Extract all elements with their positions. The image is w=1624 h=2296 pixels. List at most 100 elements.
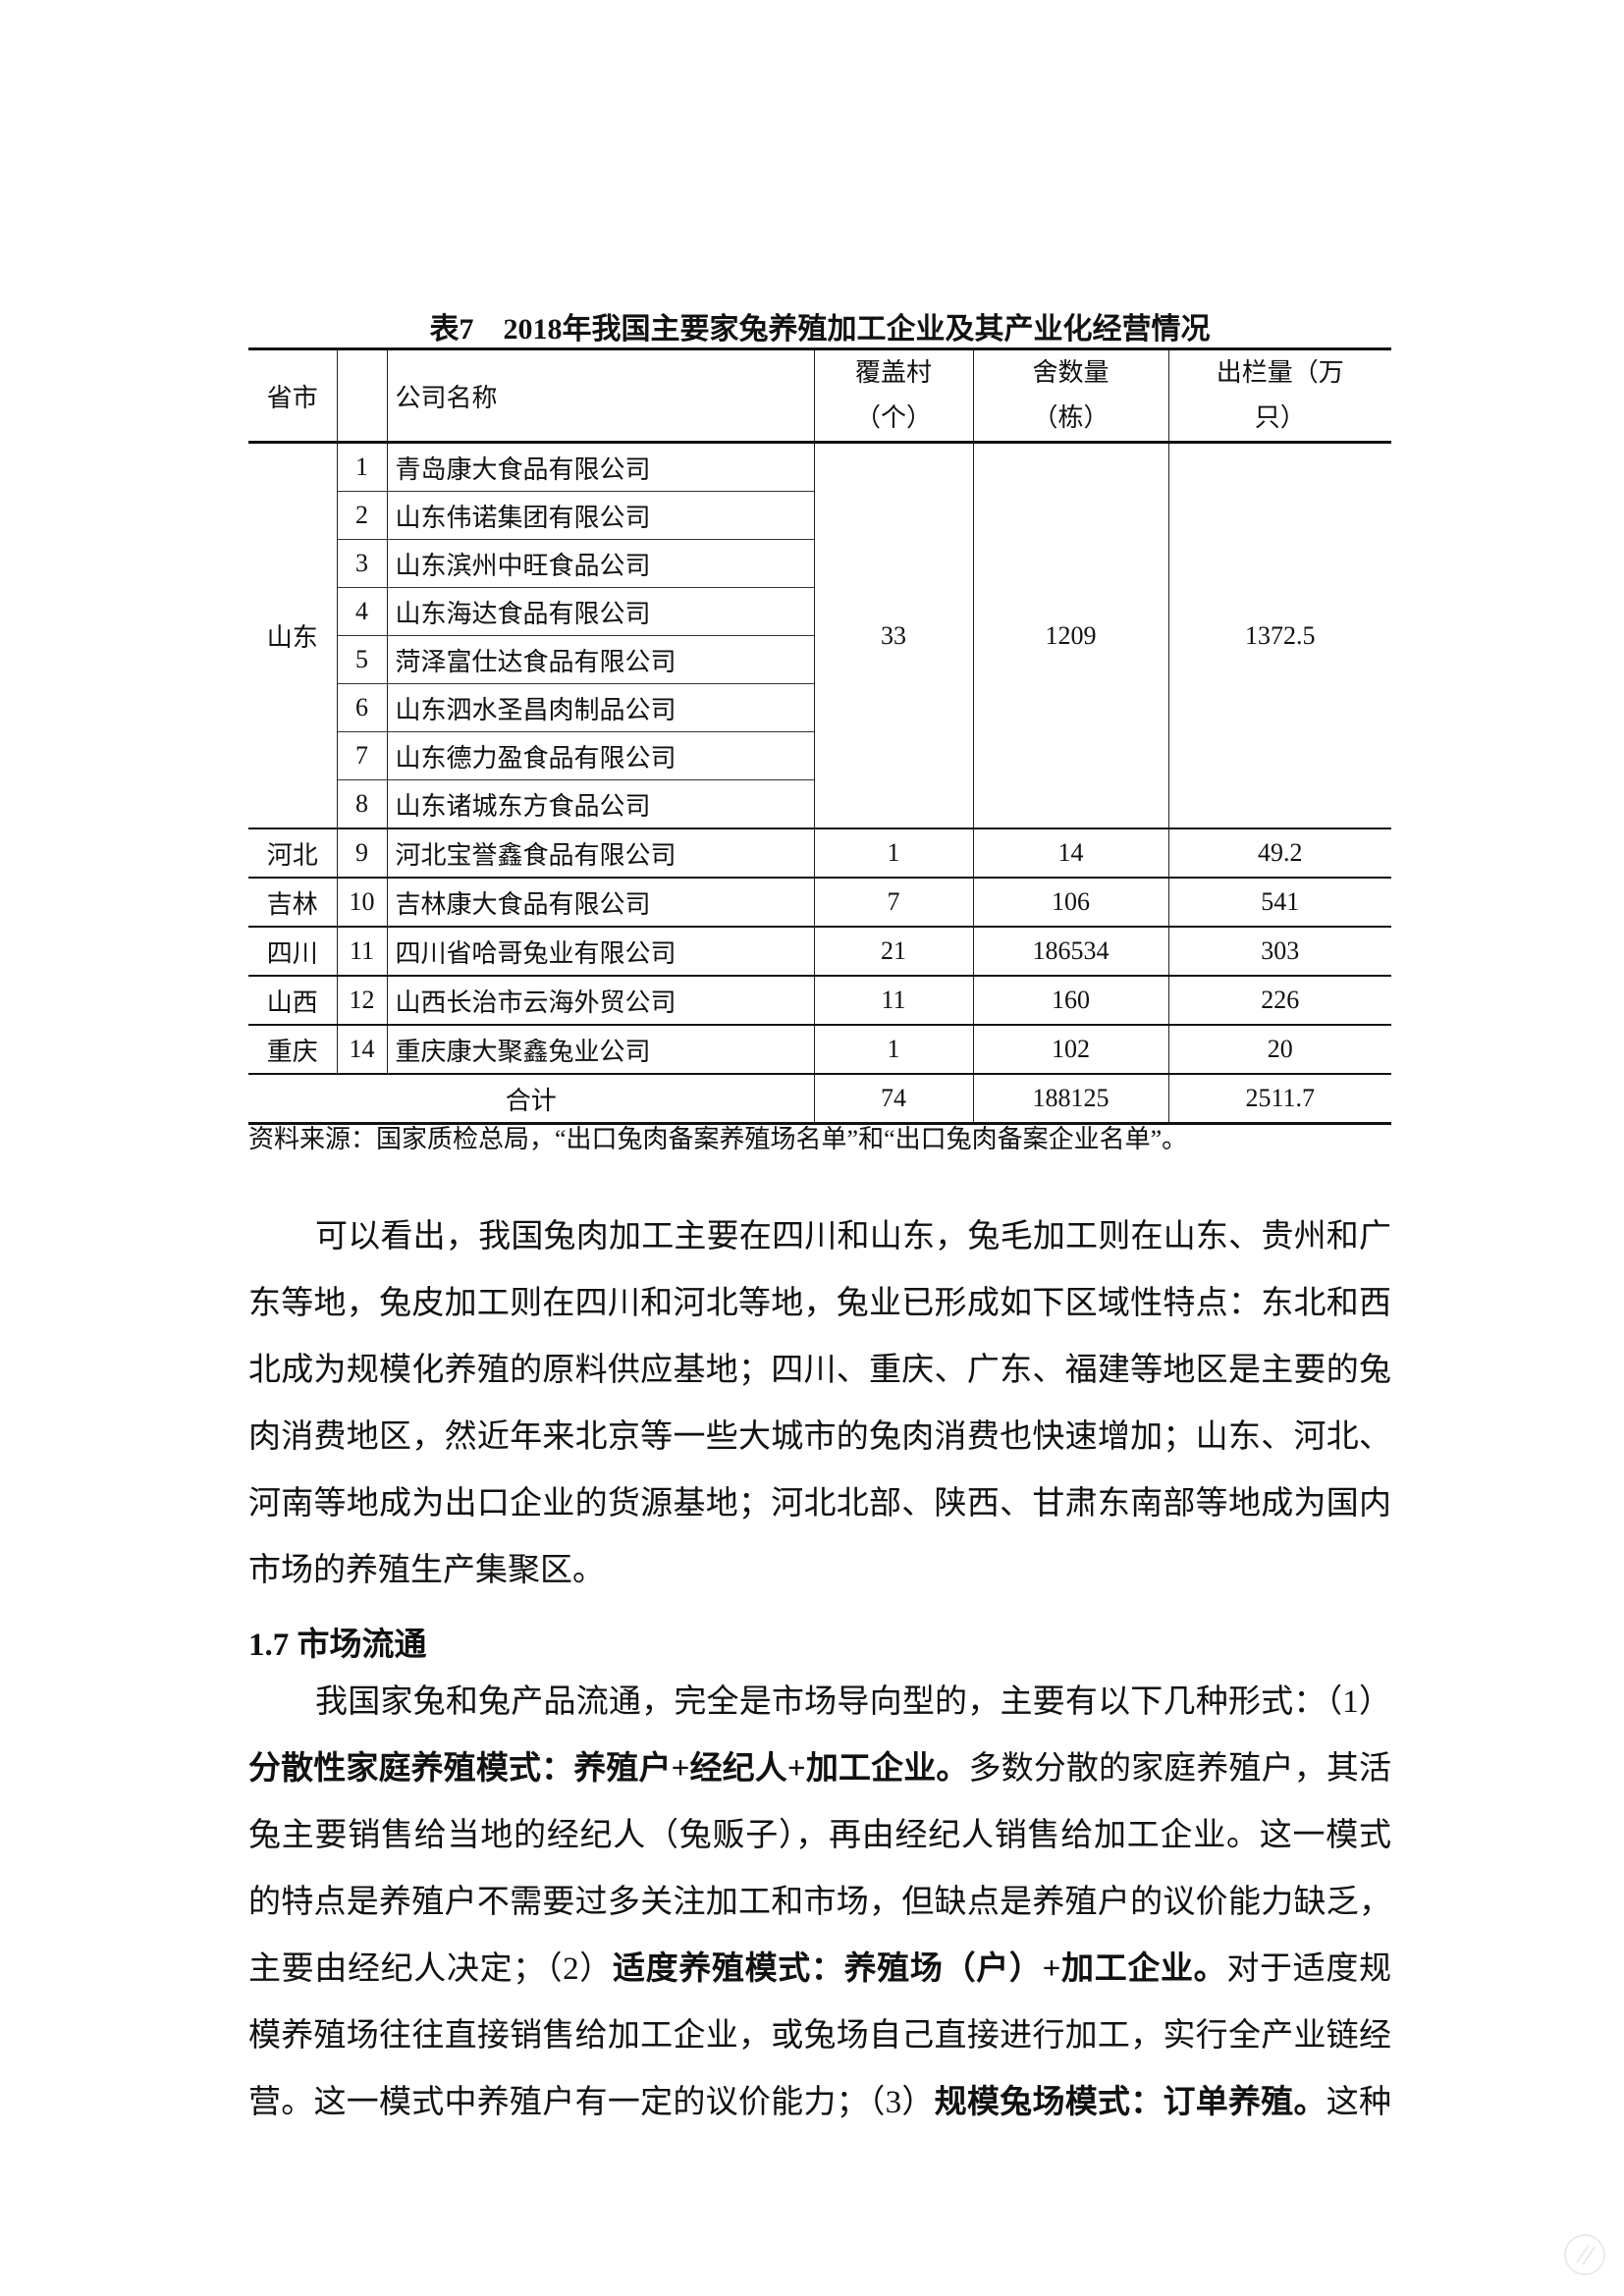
table-row: 山西 12 山西长治市云海外贸公司 11 160 226 <box>248 975 1391 1026</box>
table-row: 3 山东滨州中旺食品公司 <box>248 539 1391 588</box>
table-row: 山东 1 青岛康大食品有限公司 33 1209 1372.5 <box>248 442 1391 829</box>
text-line: 主要由经纪人决定；（2）适度养殖模式：养殖场（户）+加工企业。对于适度规 <box>248 1936 1391 2002</box>
text-segment: 的特点是养殖户不需要过多关注加工和市场，但缺点是养殖户的议价能力缺乏， <box>248 1885 1391 1920</box>
table-row: 四川 11 四川省哈哥兔业有限公司 21 186534 303 <box>248 926 1391 977</box>
company-name-cell: 山东德力盈食品有限公司 <box>386 731 814 780</box>
text-line: 东等地，兔皮加工则在四川和河北等地，兔业已形成如下区域性特点：东北和西 <box>248 1286 1391 1321</box>
header-villages: 覆盖村 （个） <box>813 347 974 444</box>
company-name-cell: 吉林康大食品有限公司 <box>386 877 815 928</box>
table-row: 4 山东海达食品有限公司 <box>248 587 1391 636</box>
table-row: 5 菏泽富仕达食品有限公司 <box>248 635 1391 684</box>
output-cell: 303 <box>1167 926 1391 977</box>
total-sheds-cell: 188125 <box>972 1073 1169 1125</box>
header-number <box>336 347 388 444</box>
villages-cell: 1 <box>813 1024 974 1075</box>
row-number-cell: 7 <box>337 731 388 780</box>
company-name-cell: 山东伟诺集团有限公司 <box>386 491 814 540</box>
text-segment: 营。这一模式中养殖户有一定的议价能力；（3） <box>248 2085 935 2120</box>
watermark-logo-icon <box>1564 2234 1605 2275</box>
output-cell: 49.2 <box>1167 828 1391 879</box>
company-name-cell: 山东滨州中旺食品公司 <box>386 539 814 588</box>
text-segment: 这种 <box>1326 2085 1392 2120</box>
output-cell: 20 <box>1167 1024 1391 1075</box>
row-number-cell: 4 <box>337 587 388 636</box>
company-name-cell: 青岛康大食品有限公司 <box>386 442 815 492</box>
text-line: 营。这一模式中养殖户有一定的议价能力；（3）规模兔场模式：订单养殖。这种 <box>248 2069 1391 2136</box>
output-cell: 1372.5 <box>1167 442 1391 829</box>
row-number-cell: 11 <box>336 926 388 977</box>
province-cell: 山西 <box>248 975 338 1026</box>
row-number-cell: 1 <box>336 442 388 492</box>
total-row: 合计 74 188125 2511.7 <box>248 1073 1391 1125</box>
enterprise-table: 省市 公司名称 覆盖村 （个） 舍数量 （栋） 出栏量（万 只） 山东 1 青岛康大食品有… <box>248 347 1391 1125</box>
header-output-line1: 出栏量（万 <box>1216 358 1344 387</box>
villages-cell: 33 <box>813 442 974 829</box>
row-number-cell: 2 <box>337 491 388 540</box>
row-number-cell: 3 <box>337 539 388 588</box>
text-line: 河南等地成为出口企业的货源基地；河北北部、陕西、甘肃东南部等地成为国内 <box>248 1486 1391 1522</box>
paragraph-market-circulation: 我国家兔和兔产品流通，完全是市场导向型的，主要有以下几种形式：（1） 分散性家庭养… <box>248 1669 1391 2136</box>
sheds-cell: 14 <box>972 828 1169 879</box>
province-cell: 山东 <box>248 442 338 829</box>
header-villages-line1: 覆盖村 <box>854 358 932 387</box>
output-cell: 226 <box>1167 975 1391 1026</box>
header-villages-unit: （个） <box>854 403 932 432</box>
row-number-cell: 5 <box>337 635 388 684</box>
company-name-cell: 重庆康大聚鑫兔业公司 <box>386 1024 815 1075</box>
sheds-cell: 106 <box>972 877 1169 928</box>
sheds-cell: 186534 <box>972 926 1169 977</box>
company-name-cell: 山东诸城东方食品公司 <box>386 779 814 829</box>
header-sheds-unit: （栋） <box>1032 403 1110 432</box>
bold-text-segment: 规模兔场模式：订单养殖。 <box>934 2085 1326 2120</box>
row-number-cell: 12 <box>336 975 388 1026</box>
header-province: 省市 <box>248 347 338 444</box>
bold-text-segment: 适度养殖模式：养殖场（户）+加工企业。 <box>612 1951 1227 1987</box>
output-cell: 541 <box>1167 877 1391 928</box>
villages-cell: 7 <box>813 877 974 928</box>
text-line: 市场的养殖生产集聚区。 <box>248 1553 605 1588</box>
table-header-row: 省市 公司名称 覆盖村 （个） 舍数量 （栋） 出栏量（万 只） <box>248 347 1391 444</box>
row-number-cell: 6 <box>337 683 388 732</box>
province-cell: 重庆 <box>248 1024 338 1075</box>
table-row: 吉林 10 吉林康大食品有限公司 7 106 541 <box>248 877 1391 928</box>
total-output-cell: 2511.7 <box>1167 1073 1391 1125</box>
text-line: 肉消费地区，然近年来北京等一些大城市的兔肉消费也快速增加；山东、河北、 <box>248 1419 1391 1455</box>
text-line: 兔主要销售给当地的经纪人（兔贩子），再由经纪人销售给加工企业。这一模式 <box>248 1802 1391 1869</box>
table-row: 2 山东伟诺集团有限公司 <box>248 491 1391 540</box>
header-company: 公司名称 <box>386 347 815 444</box>
text-segment: 主要由经纪人决定；（2） <box>248 1951 613 1987</box>
text-line: 模养殖场往往直接销售给加工企业，或兔场自己直接进行加工，实行全产业链经 <box>248 2002 1391 2069</box>
row-number-cell: 9 <box>336 828 388 879</box>
table-row: 河北 9 河北宝誉鑫食品有限公司 1 14 49.2 <box>248 828 1391 879</box>
text-segment: 我国家兔和兔产品流通，完全是市场导向型的，主要有以下几种形式：（1） <box>315 1684 1391 1720</box>
row-number-cell: 14 <box>336 1024 388 1075</box>
text-segment: 模养殖场往往直接销售给加工企业，或兔场自己直接进行加工，实行全产业链经 <box>248 2018 1391 2054</box>
text-line: 我国家兔和兔产品流通，完全是市场导向型的，主要有以下几种形式：（1） <box>248 1669 1391 1735</box>
text-segment: 兔主要销售给当地的经纪人（兔贩子），再由经纪人销售给加工企业。这一模式 <box>248 1818 1391 1853</box>
total-label-cell: 合计 <box>248 1073 815 1125</box>
table-row: 7 山东德力盈食品有限公司 <box>248 731 1391 780</box>
total-villages-cell: 74 <box>813 1073 974 1125</box>
villages-cell: 11 <box>813 975 974 1026</box>
header-output: 出栏量（万 只） <box>1167 347 1391 444</box>
sheds-cell: 102 <box>972 1024 1169 1075</box>
company-name-cell: 山西长治市云海外贸公司 <box>386 975 815 1026</box>
header-sheds-line1: 舍数量 <box>1032 358 1110 387</box>
table-row: 8 山东诸城东方食品公司 <box>248 779 1391 829</box>
province-cell: 吉林 <box>248 877 338 928</box>
company-name-cell: 山东泗水圣昌肉制品公司 <box>386 683 814 732</box>
villages-cell: 21 <box>813 926 974 977</box>
row-number-cell: 10 <box>336 877 388 928</box>
section-heading: 1.7 市场流通 <box>248 1628 427 1663</box>
sheds-cell: 160 <box>972 975 1169 1026</box>
header-sheds: 舍数量 （栋） <box>972 347 1169 444</box>
text-line: 分散性家庭养殖模式：养殖户+经纪人+加工企业。多数分散的家庭养殖户，其活 <box>248 1735 1391 1802</box>
province-cell: 四川 <box>248 926 338 977</box>
row-number-cell: 8 <box>337 779 388 829</box>
villages-cell: 1 <box>813 828 974 879</box>
bold-text-segment: 分散性家庭养殖模式：养殖户+经纪人+加工企业。 <box>248 1751 969 1787</box>
table-source-note: 资料来源：国家质检总局，“出口兔肉备案养殖场名单”和“出口兔肉备案企业名单”。 <box>248 1125 1188 1153</box>
province-cell: 河北 <box>248 828 338 879</box>
text-segment: 多数分散的家庭养殖户，其活 <box>968 1751 1392 1787</box>
text-line: 的特点是养殖户不需要过多关注加工和市场，但缺点是养殖户的议价能力缺乏， <box>248 1869 1391 1936</box>
